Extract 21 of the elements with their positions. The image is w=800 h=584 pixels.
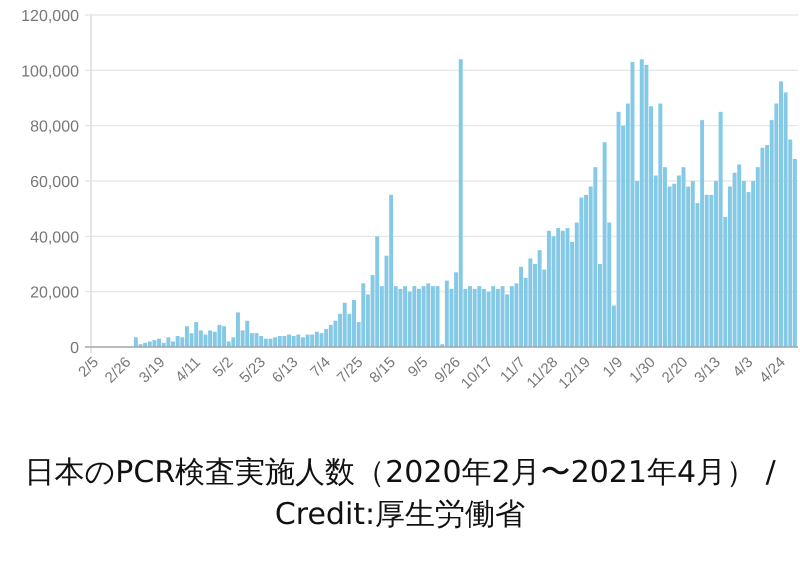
text: 日本のPCR検査実施人数（2020年2月〜2021年4月） / Credit:厚生労働省 (23, 454, 777, 534)
x-tick-label: 6/13 (268, 354, 302, 386)
x-tick-label: 1/30 (626, 354, 659, 386)
x-tick-label: 3/19 (136, 354, 168, 386)
x-tick-label: 1/9 (600, 354, 626, 381)
x-tick-label: 9/5 (404, 354, 432, 381)
x-tick-label: 3/13 (691, 354, 724, 386)
x-tick-label: 7/4 (307, 354, 334, 381)
x-tick-label: 7/25 (334, 354, 366, 386)
y-tick-label: 20,000 (30, 284, 80, 302)
y-tick-label: 120,000 (21, 8, 80, 25)
x-tick-label: 4/24 (756, 354, 789, 386)
y-tick-label: 40,000 (30, 229, 80, 246)
x-tick-label: 2/20 (658, 354, 692, 386)
y-tick-label: 60,000 (30, 174, 80, 191)
x-tick-label: 5/2 (210, 354, 237, 381)
x-tick-label: 4/11 (172, 354, 204, 386)
y-tick-label: 80,000 (30, 118, 80, 136)
y-tick-label: 100,000 (21, 63, 80, 80)
x-tick-label: 4/3 (730, 354, 756, 381)
x-tick-label: 5/23 (236, 354, 270, 386)
